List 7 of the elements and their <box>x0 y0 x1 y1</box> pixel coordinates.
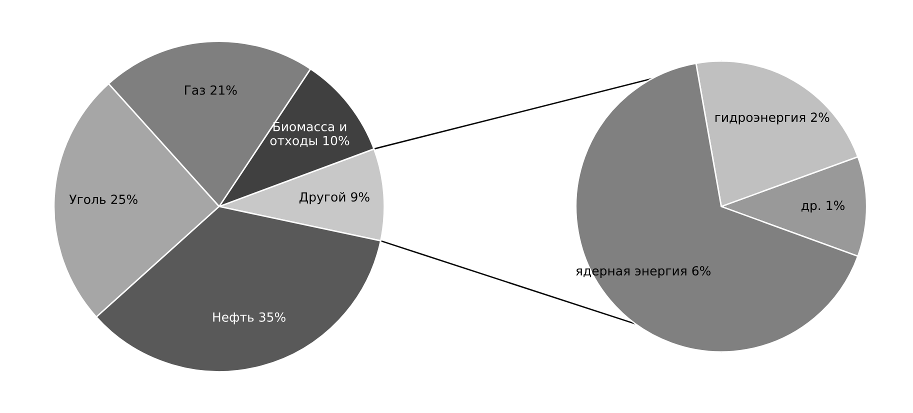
slice-label: Уголь 25% <box>69 194 138 204</box>
slice-label: др. 1% <box>802 200 845 213</box>
slice-label: гидроэнергия 2% <box>715 112 830 124</box>
slice-label: Газ 21% <box>185 85 237 95</box>
slice-label: Биомасса и отходы 10% <box>270 122 350 147</box>
slice-label: Другой 9% <box>299 192 370 204</box>
slice-label: Нефть 35% <box>213 312 286 324</box>
